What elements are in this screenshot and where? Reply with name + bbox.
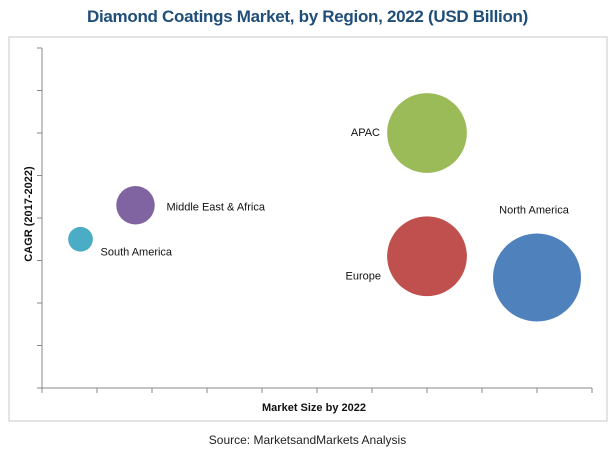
- source-note: Source: MarketsandMarkets Analysis: [208, 433, 407, 447]
- x-axis-label: Market Size by 2022: [262, 402, 366, 414]
- bubble-europe: [387, 216, 467, 297]
- bubble-label: North America: [499, 205, 570, 217]
- bubble-apac: [387, 93, 467, 173]
- bubble-label: APAC: [351, 127, 380, 139]
- bubbles: [68, 93, 581, 322]
- y-axis-label: CAGR (2017-2022): [23, 166, 35, 262]
- bubble-label: Europe: [346, 270, 381, 282]
- plot-frame: [8, 36, 608, 422]
- bubble-north-america: [493, 233, 581, 322]
- bubble-south-america: [68, 226, 93, 252]
- bubble-middle-east-africa: [116, 186, 155, 225]
- bubble-label: Middle East & Africa: [167, 201, 266, 213]
- bubble-label: South America: [101, 246, 173, 258]
- chart-title: Diamond Coatings Market, by Region, 2022…: [87, 7, 528, 26]
- axes: [37, 47, 593, 393]
- bubble-labels: South America Middle East & Africa APAC Eur…: [101, 127, 570, 282]
